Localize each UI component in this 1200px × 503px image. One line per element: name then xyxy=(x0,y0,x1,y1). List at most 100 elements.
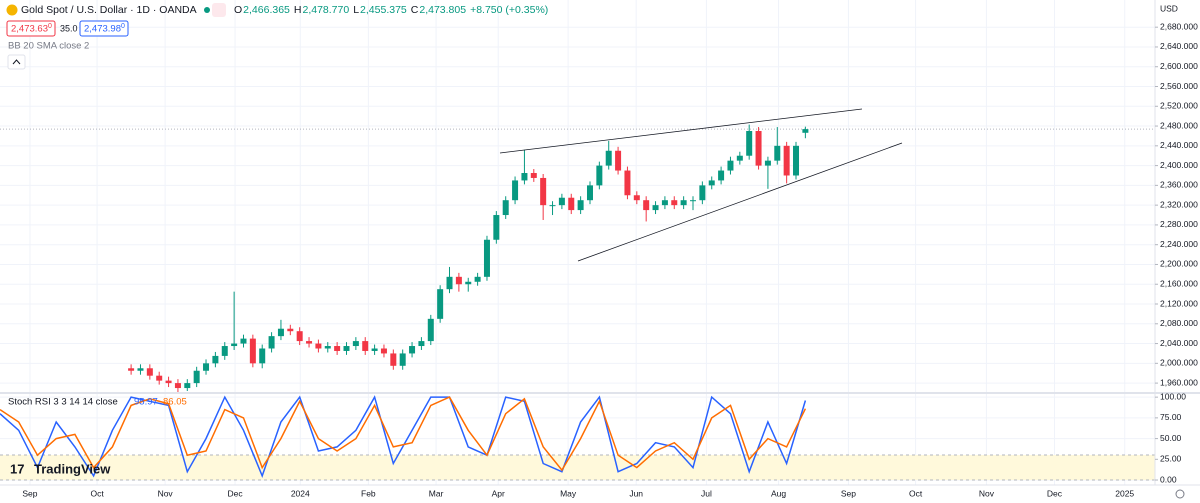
candle-body xyxy=(287,328,294,332)
x-tick-label: Dec xyxy=(227,488,243,498)
candle-body xyxy=(699,185,706,201)
candle-body xyxy=(727,160,734,171)
settings-icon[interactable] xyxy=(1175,489,1185,499)
candle-body xyxy=(446,276,453,290)
quote-value: 2,455.375 xyxy=(360,4,407,16)
candle-body xyxy=(212,355,219,364)
quote-value: 2,478.770 xyxy=(302,4,349,16)
trend-line[interactable] xyxy=(577,142,903,262)
candle-body xyxy=(146,368,153,376)
candle-body xyxy=(137,368,144,371)
candle-body xyxy=(380,348,387,354)
y-tick-label: 2,680.000 xyxy=(1160,21,1198,31)
symbol-title[interactable]: Gold Spot / U.S. Dollar · 1D · OANDA xyxy=(21,4,197,16)
y-tick-label: 2,440.000 xyxy=(1160,140,1198,150)
y-tick-label: 2,640.000 xyxy=(1160,41,1198,51)
candle-body xyxy=(690,200,696,202)
y-tick-label: 1,960.000 xyxy=(1160,377,1198,387)
candle-body xyxy=(774,145,781,161)
candle-body xyxy=(277,328,284,337)
sell-sup: 0 xyxy=(48,23,52,30)
stoch-line xyxy=(0,395,807,479)
candle-body xyxy=(577,200,584,211)
candle-body xyxy=(624,170,631,196)
candle-body xyxy=(174,383,181,389)
candle-body xyxy=(362,341,369,351)
x-tick-label: Sep xyxy=(22,488,37,498)
candles xyxy=(0,124,1155,392)
candle-body xyxy=(203,363,210,371)
candle-body xyxy=(736,155,743,161)
x-tick-label: May xyxy=(560,488,577,498)
stoch-k-value: 95.97 xyxy=(134,397,158,408)
quote-label: O xyxy=(234,4,242,16)
trend-line[interactable] xyxy=(499,108,863,154)
stoch-title[interactable]: Stoch RSI 3 3 14 14 close xyxy=(8,397,118,408)
quote-value: 2,466.365 xyxy=(243,4,290,16)
x-tick-label: Feb xyxy=(361,488,376,498)
candle-body xyxy=(540,177,547,206)
candle-body xyxy=(652,205,659,211)
candle-body xyxy=(483,239,490,277)
symbol-icon xyxy=(6,4,18,16)
buy-button[interactable] xyxy=(79,20,129,37)
candle-body xyxy=(512,180,519,201)
main-grid xyxy=(0,0,1155,392)
stoch-lines xyxy=(0,395,807,479)
logo[interactable]: TradingView xyxy=(34,461,111,476)
y-tick-label: 2,400.000 xyxy=(1160,160,1198,170)
candle-body xyxy=(409,346,416,354)
y-tick-label: 2,360.000 xyxy=(1160,180,1198,190)
x-tick-label: 2025 xyxy=(1115,488,1134,498)
logo-mark: 17 xyxy=(10,461,24,476)
quote-value: 2,473.805 xyxy=(419,4,466,16)
x-tick-label: Jun xyxy=(629,488,643,498)
y-tick-label: 2,000.000 xyxy=(1160,358,1198,368)
y-tick-label: 100.00 xyxy=(1160,391,1186,401)
y-tick-label: 2,560.000 xyxy=(1160,81,1198,91)
stoch-line xyxy=(0,396,807,472)
y-tick-label: 2,160.000 xyxy=(1160,278,1198,288)
x-tick-label: Apr xyxy=(492,488,505,498)
candle-body xyxy=(755,130,762,166)
collapse-button[interactable] xyxy=(7,54,26,70)
candle-body xyxy=(240,338,247,344)
candle-body xyxy=(558,197,565,206)
candle-body xyxy=(324,346,331,349)
candle-body xyxy=(708,180,715,186)
quote-label: C xyxy=(411,4,419,16)
x-tick-label: Nov xyxy=(158,488,174,498)
sell-button[interactable] xyxy=(6,20,56,37)
indicator-label[interactable]: BB 20 SMA close 2 xyxy=(8,41,89,52)
x-tick-label: Dec xyxy=(1047,488,1063,498)
x-tick-label: Sep xyxy=(841,488,856,498)
candle-body xyxy=(437,289,444,319)
y-tick-label: 2,080.000 xyxy=(1160,318,1198,328)
y-tick-label: 2,120.000 xyxy=(1160,298,1198,308)
status-badge xyxy=(212,3,226,17)
sell-price[interactable]: 2,473.63 xyxy=(11,24,48,35)
candle-body xyxy=(521,173,528,181)
axes: Sep Oct Nov Dec 2024 Feb Mar Apr May Jun Jul Aug Sep… xyxy=(22,21,1198,498)
candle-body xyxy=(586,185,593,201)
spread: 35.0 xyxy=(60,23,78,33)
market-status xyxy=(204,7,210,13)
candle-body xyxy=(605,150,612,166)
candle-body xyxy=(671,200,678,206)
y-tick-label: 2,040.000 xyxy=(1160,338,1198,348)
candle-body xyxy=(268,336,275,349)
y-tick-label: 75.00 xyxy=(1160,412,1182,422)
candle-body xyxy=(633,195,640,201)
y-tick-label: 2,600.000 xyxy=(1160,61,1198,71)
candle-body xyxy=(680,200,687,206)
x-tick-label: Jul xyxy=(701,488,712,498)
candle-body xyxy=(334,346,341,351)
candle-body xyxy=(643,200,650,211)
candle-body xyxy=(474,276,481,282)
candle-body xyxy=(718,170,725,181)
candle-body xyxy=(193,370,200,384)
candle-body xyxy=(343,346,350,351)
buy-price[interactable]: 2,473.98 xyxy=(84,24,121,35)
